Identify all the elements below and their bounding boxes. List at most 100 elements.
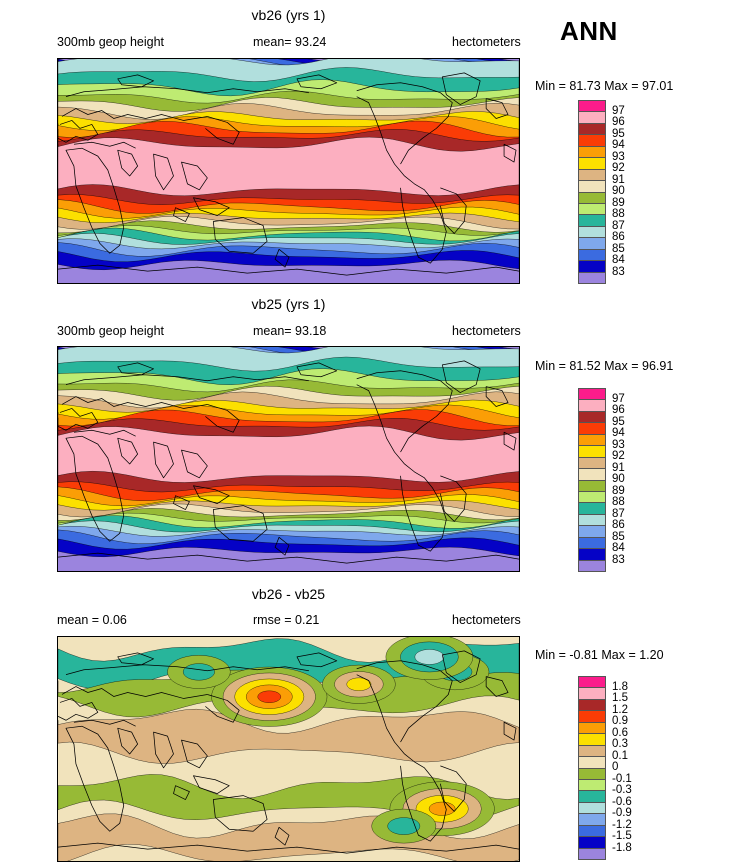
colorbar-swatch [579, 791, 605, 803]
coastline-path [181, 449, 208, 479]
coastline-path [173, 495, 190, 510]
panel-title-middle: vb25 (yrs 1) [251, 296, 326, 312]
coastline-path [153, 153, 174, 191]
colorbar-tick-label: 87 [612, 219, 625, 232]
map-diff-svg [58, 637, 519, 861]
colorbar-tick-label: 86 [612, 519, 625, 531]
colorbar-tick-label: -1.2 [612, 818, 632, 831]
colorbar-swatch [579, 745, 605, 758]
coastline-path [356, 660, 453, 743]
colorbar-tick-label: 97 [612, 392, 625, 405]
colorbar-tick-label: 0.1 [612, 749, 628, 762]
coastline-path [193, 775, 230, 794]
colorbar-tick-label: 85 [612, 530, 625, 543]
colorbar-swatch [579, 272, 605, 283]
coastline-path [61, 686, 208, 699]
colorbar-tick-label: 0.3 [612, 738, 628, 750]
colorbar-tick-label: -0.6 [612, 795, 632, 808]
colorbar-tick-label: 94 [612, 427, 625, 439]
coastline-path [58, 120, 99, 143]
colorbar-swatch [579, 757, 605, 769]
map-panel-top[interactable] [57, 58, 520, 284]
colorbar-top[interactable] [578, 100, 606, 284]
colorbar-swatch [579, 411, 605, 424]
panel-middle-mean: mean= 93.18 [253, 324, 327, 338]
colorbar-tick-label: 85 [612, 242, 625, 255]
panel-diff-units: hectometers [452, 613, 521, 627]
panel-top-units: hectometers [452, 35, 521, 49]
colorbar-tick-label: 97 [612, 104, 625, 117]
colorbar-swatch [579, 434, 605, 447]
colorbar-tick-label: 86 [612, 231, 625, 243]
coastline-path [296, 362, 338, 378]
colorbar-tick-label: 90 [612, 473, 625, 485]
colorbar-tick-label: 88 [612, 208, 625, 220]
colorbar-swatch [579, 226, 605, 239]
colorbar-diff[interactable] [578, 676, 606, 860]
coastline-path [296, 652, 338, 668]
coastline-path [181, 161, 208, 191]
colorbar-tick-label: 1.2 [612, 703, 628, 716]
coastline-path [400, 753, 447, 842]
colorbar-swatch [579, 389, 605, 401]
zonal-bands-top [58, 59, 519, 283]
colorbar-tick-label: 95 [612, 415, 625, 428]
panel-top-variable: 300mb geop height [57, 35, 165, 49]
coastline-path [193, 485, 230, 504]
colorbar-tick-label: 84 [612, 542, 625, 554]
colorbar-tick-label: 84 [612, 254, 625, 266]
coastline-path [205, 116, 240, 145]
coastline-path [117, 362, 154, 376]
coastline-path [173, 785, 190, 800]
map-top-svg [58, 59, 519, 283]
colorbar-swatch [579, 560, 605, 571]
colorbar-tick-label: 91 [612, 173, 625, 186]
colorbar-swatch [579, 112, 605, 124]
coastline-path [439, 765, 467, 812]
coastline-path [181, 739, 208, 769]
diff-contour-blob [387, 817, 421, 835]
colorbar-tick-label: 96 [612, 404, 625, 416]
colorbar-swatch [579, 814, 605, 826]
colorbar-swatch [579, 123, 605, 136]
coastline-path [212, 795, 268, 832]
colorbar-middle[interactable] [578, 388, 606, 572]
diff-swath [58, 708, 519, 764]
zonal-bands-middle [58, 347, 519, 571]
coastline-path [58, 842, 519, 854]
colorbar-diff-labels: 1.8 1.5 1.2 0.9 0.6 0.3 0.1 0 -0.1 -0.3 -0.6 -0.9 -1… [612, 676, 652, 860]
diff-contour-blob [182, 663, 215, 681]
coastline-path [274, 826, 290, 846]
panel-title-diff: vb26 - vb25 [251, 586, 326, 602]
coastline-path [153, 731, 174, 769]
colorbar-swatch [579, 215, 605, 227]
colorbar-tick-label: 87 [612, 507, 625, 520]
coastlines-top [58, 72, 519, 276]
colorbar-swatch [579, 825, 605, 838]
map-panel-diff[interactable] [57, 636, 520, 862]
panel-diff-mean: mean = 0.06 [57, 613, 127, 627]
colorbar-tick-label: -0.3 [612, 784, 632, 796]
colorbar-tick-label: 91 [612, 461, 625, 474]
coastline-path [117, 74, 154, 88]
coastline-path [274, 248, 290, 268]
coastlines-diff [58, 650, 519, 854]
coastline-path [441, 72, 481, 105]
colorbar-tick-label: 89 [612, 484, 625, 497]
coastline-path [65, 374, 309, 386]
coastline-path [356, 384, 405, 465]
colorbar-swatch [579, 146, 605, 159]
colorbar-swatch [579, 537, 605, 550]
coastlines-middle [58, 360, 519, 564]
colorbar-swatch [579, 469, 605, 481]
colorbar-tick-label: 93 [612, 438, 625, 451]
colorbar-top-labels: 97 96 95 94 93 92 91 90 89 88 87 86 85 84 83 [612, 100, 652, 284]
diff-field [58, 637, 519, 861]
coastline-path [58, 264, 519, 276]
map-panel-middle[interactable] [57, 346, 520, 572]
panel-diff-rmse: rmse = 0.21 [253, 613, 320, 627]
colorbar-swatch [579, 768, 605, 780]
colorbar-swatch [579, 514, 605, 527]
coastline-path [173, 207, 190, 222]
